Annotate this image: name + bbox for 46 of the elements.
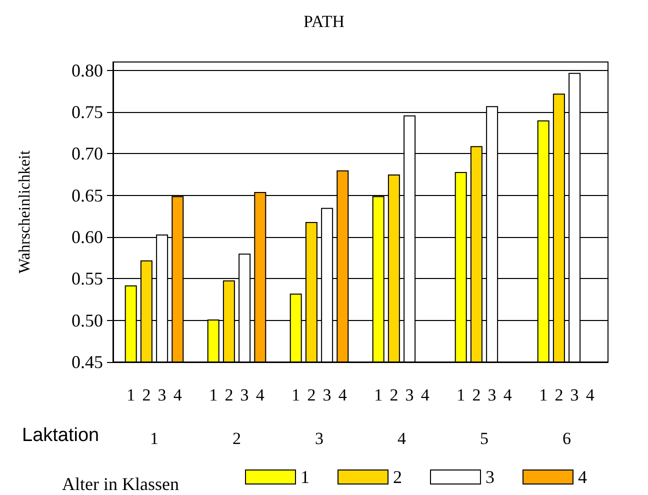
category-label: 4 [420, 386, 430, 404]
y-tick-label: 0.60 [72, 227, 103, 247]
category-label: 3 [488, 386, 496, 404]
legend-label: 3 [486, 467, 494, 487]
category-label: 2 [307, 386, 316, 404]
y-tick-label: 0.50 [72, 310, 103, 330]
y-axis-title: Wahrscheinlichkeit [16, 150, 34, 274]
legend-label: 2 [393, 467, 402, 487]
x-tick-label: 6 [562, 429, 571, 448]
y-tick-label: 0.55 [72, 268, 103, 289]
category-label: 3 [322, 386, 332, 404]
category-label: 2 [142, 386, 151, 404]
y-tick-label: 0.65 [72, 185, 103, 206]
category-label: 1 [292, 386, 300, 404]
category-label: 2 [390, 386, 398, 404]
y-tick-label: 0.75 [72, 102, 103, 122]
y-tick-label: 0.70 [72, 144, 103, 164]
y-tick-label: 0.80 [72, 60, 103, 80]
x-tick-label: 5 [480, 429, 488, 448]
category-label: 4 [503, 386, 512, 404]
text: 2 [224, 386, 234, 404]
category-label: 4 [586, 386, 594, 404]
x-tick-label: 2 [232, 429, 241, 448]
x-tick-label: 3 [315, 429, 324, 448]
legend-title: Alter in Klassen [62, 474, 179, 494]
x-tick-label: 4 [398, 429, 406, 448]
text: 1 [209, 386, 218, 404]
category-label: 1 [374, 386, 383, 404]
category-label: 3 [570, 386, 579, 404]
chart-title: PATH [304, 12, 344, 31]
legend-label: 1 [300, 467, 310, 487]
category-label: 3 [158, 386, 166, 404]
category-label: 2 [472, 386, 481, 404]
category-label: 3 [405, 386, 414, 404]
category-label: 1 [456, 386, 466, 404]
category-label: 1 [539, 386, 548, 404]
category-label: 4 [173, 386, 182, 404]
category-label: 2 [554, 386, 564, 404]
x-axis-title: Laktation [22, 425, 100, 446]
x-tick-label: 1 [150, 429, 158, 448]
legend-label: 4 [578, 467, 587, 487]
category-label: 4 [338, 386, 347, 404]
y-tick-label: 0.45 [72, 352, 103, 372]
category-label: 1 [126, 386, 136, 404]
text: 3 [240, 386, 249, 404]
text: 4 [256, 386, 264, 404]
